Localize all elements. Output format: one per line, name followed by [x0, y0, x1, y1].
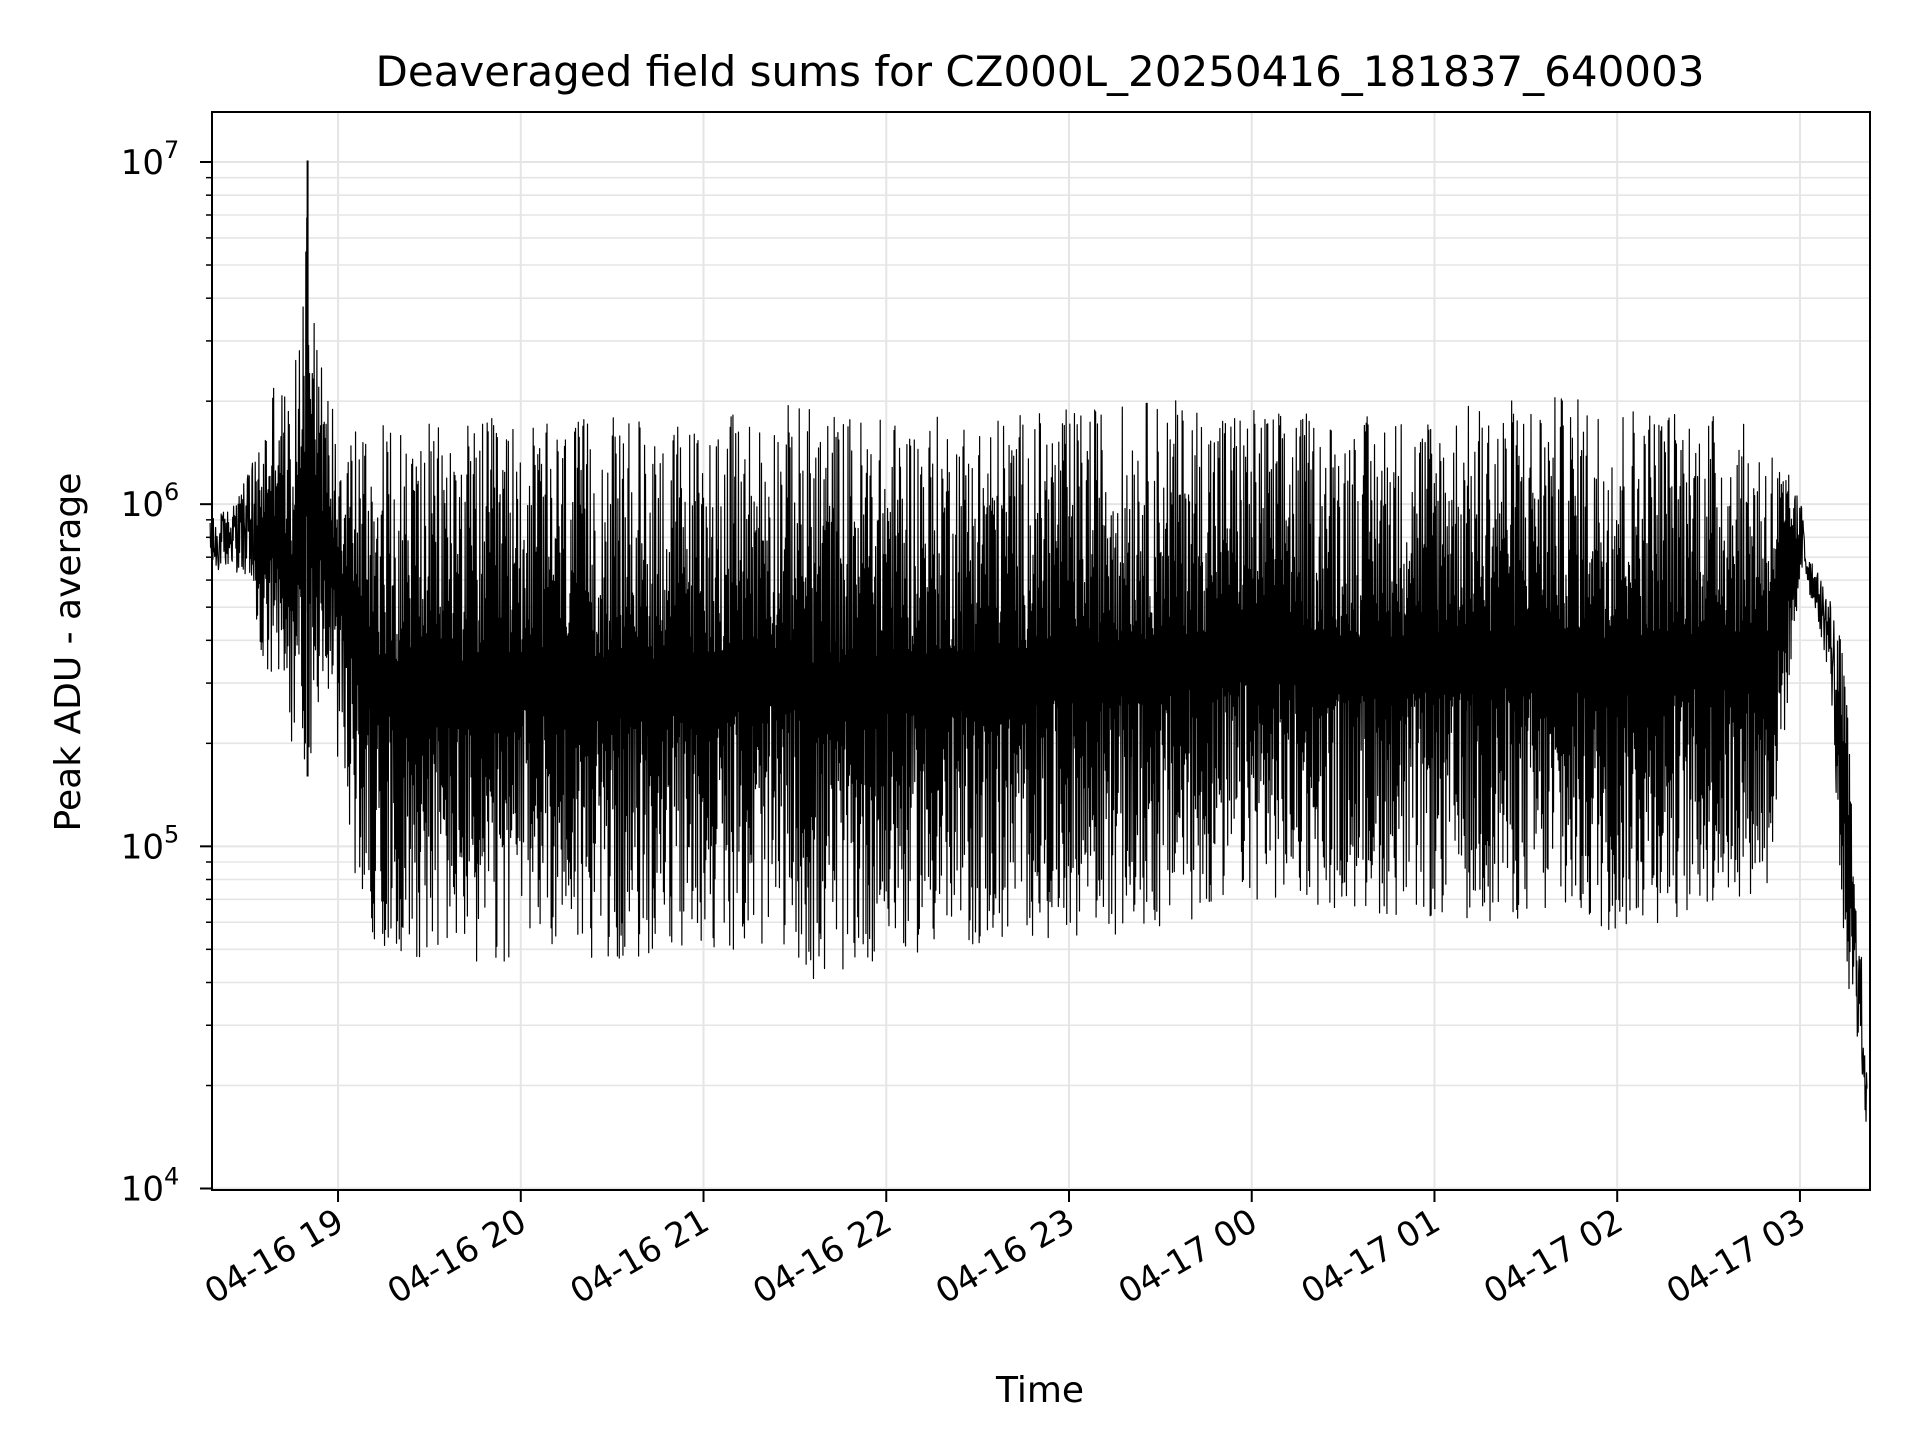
- data-layer: [209, 160, 1868, 1122]
- y-axis-label: Peak ADU - average: [48, 473, 89, 832]
- plot-frame: [211, 111, 1871, 1191]
- y-tick-label: 106: [121, 478, 180, 525]
- y-tick-label: 105: [121, 820, 180, 867]
- y-axis-ticks: 104 105 106 107: [121, 136, 212, 1210]
- chart-title: Deaveraged field sums for CZ000L_2025041…: [376, 47, 1705, 96]
- series-line: [209, 217, 1868, 1122]
- x-axis-label: Time: [995, 1370, 1084, 1411]
- y-tick-label: 107: [121, 136, 180, 183]
- y-tick-label: 104: [121, 1163, 180, 1210]
